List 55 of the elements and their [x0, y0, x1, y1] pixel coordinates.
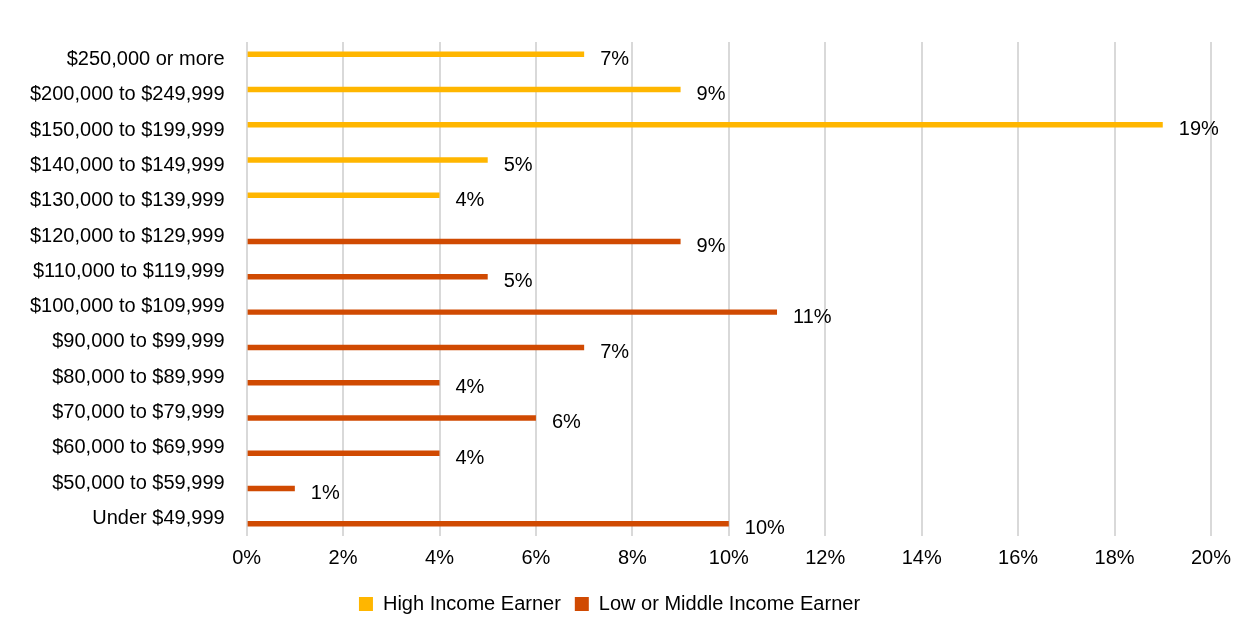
- bar: [247, 485, 295, 492]
- y-tick-label: $90,000 to $99,999: [52, 329, 225, 352]
- data-label: 6%: [551, 410, 582, 433]
- data-label: 19%: [1178, 117, 1220, 140]
- x-tick-label: 6%: [521, 545, 551, 568]
- y-tick-label: $130,000 to $139,999: [29, 188, 225, 211]
- bar: [247, 122, 1163, 128]
- bar: [247, 521, 729, 527]
- bar: [247, 450, 440, 456]
- bar: [247, 415, 536, 421]
- x-tick-label: 20%: [1190, 545, 1232, 568]
- bar: [247, 379, 440, 386]
- x-tick-label: 18%: [1094, 545, 1135, 568]
- x-tick-label: 14%: [901, 545, 942, 568]
- y-tick-label: $80,000 to $89,999: [52, 364, 225, 387]
- x-tick-label: 16%: [998, 545, 1039, 568]
- y-tick-label: $200,000 to $249,999: [29, 82, 225, 105]
- bar: [247, 86, 681, 93]
- legend-label: High Income Earner: [382, 591, 562, 614]
- y-tick-label: $110,000 to $119,999: [32, 258, 225, 281]
- bar: [247, 274, 488, 280]
- data-label: 4%: [455, 445, 485, 468]
- y-tick-label: $50,000 to $59,999: [52, 470, 225, 493]
- data-label: 10%: [744, 516, 786, 539]
- y-tick-label: Under $49,999: [92, 505, 225, 528]
- x-tick-label: 8%: [617, 545, 648, 568]
- x-tick-label: 2%: [328, 545, 358, 568]
- x-tick-label: 10%: [708, 545, 750, 568]
- bar: [247, 157, 488, 163]
- data-label: 5%: [503, 152, 533, 175]
- data-label: 4%: [455, 187, 485, 210]
- legend-label: Low or Middle Income Earner: [598, 591, 861, 614]
- y-tick-label: $150,000 to $199,999: [29, 117, 225, 140]
- x-tick-label: 4%: [425, 545, 455, 568]
- bar: [247, 344, 585, 351]
- bar: [247, 309, 778, 315]
- x-tick-label: 0%: [232, 545, 262, 568]
- data-label: 9%: [696, 234, 726, 257]
- y-tick-label: $100,000 to $109,999: [29, 294, 225, 317]
- y-tick-label: $120,000 to $129,999: [29, 223, 225, 246]
- data-label: 11%: [793, 304, 832, 327]
- y-tick-label: $70,000 to $79,999: [52, 400, 225, 423]
- x-tick-label: 12%: [805, 545, 846, 568]
- data-label: 4%: [455, 375, 485, 398]
- y-tick-label: $140,000 to $149,999: [29, 153, 225, 176]
- data-label: 7%: [600, 46, 630, 69]
- data-label: 7%: [600, 339, 630, 362]
- data-label: 5%: [503, 269, 533, 292]
- bar: [247, 238, 681, 245]
- data-label: 9%: [696, 81, 726, 104]
- y-tick-label: $60,000 to $69,999: [52, 435, 225, 458]
- y-tick-label: $250,000 or more: [66, 47, 225, 70]
- bar: [247, 51, 585, 57]
- bar: [247, 192, 440, 199]
- data-label: 1%: [310, 481, 340, 504]
